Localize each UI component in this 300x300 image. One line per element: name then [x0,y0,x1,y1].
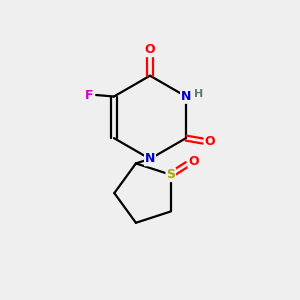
Text: H: H [194,89,203,99]
Text: F: F [85,88,94,101]
Text: O: O [145,43,155,56]
Text: O: O [188,155,199,168]
Text: O: O [205,135,215,148]
Text: N: N [181,90,191,103]
Text: N: N [145,152,155,165]
Text: S: S [166,168,175,181]
